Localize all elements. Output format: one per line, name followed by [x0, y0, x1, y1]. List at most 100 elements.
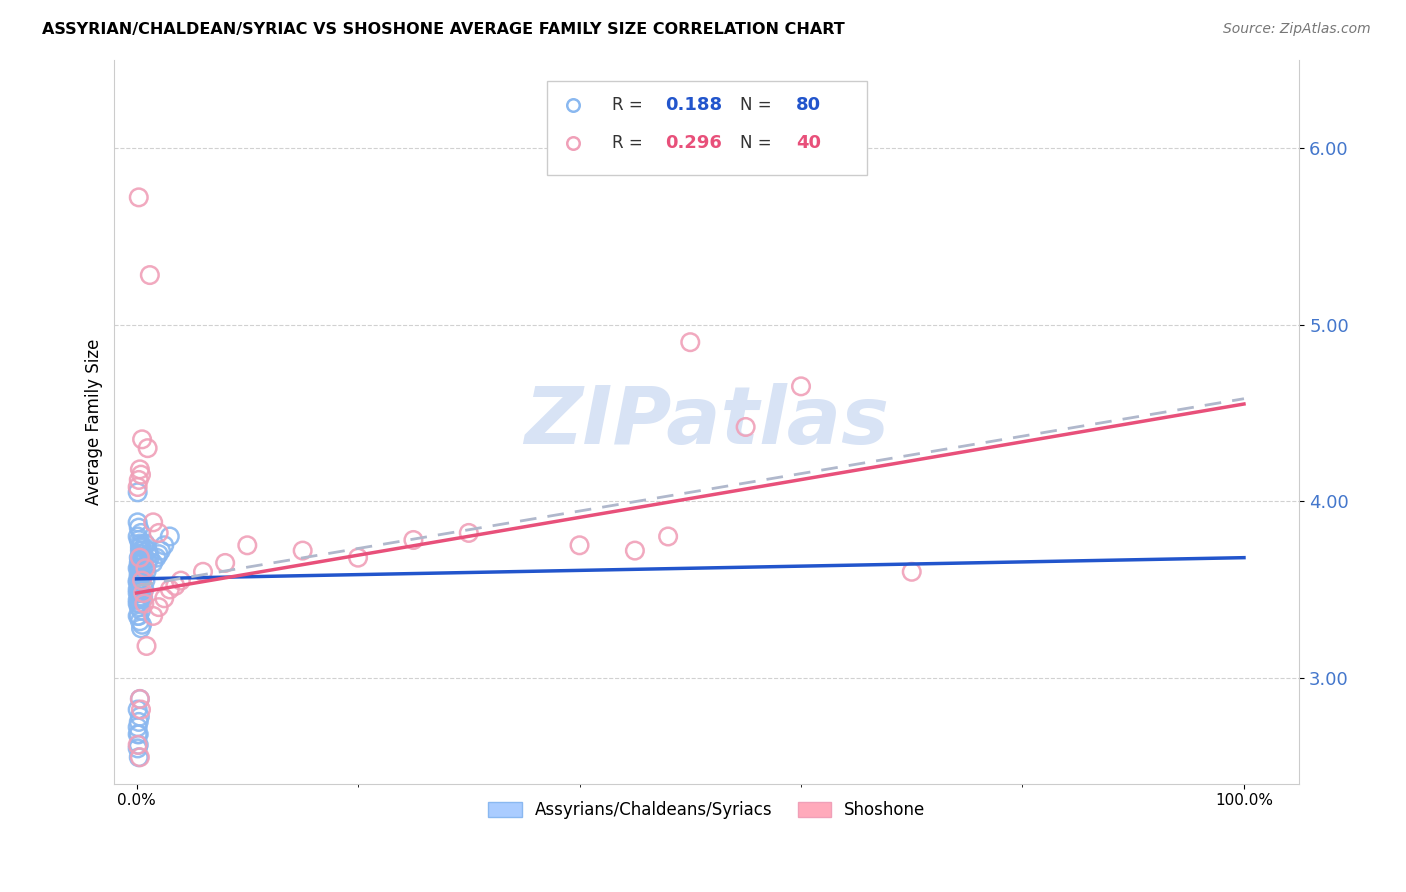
- Point: [134, 554, 156, 568]
- Point: [128, 579, 150, 593]
- Point: [139, 268, 162, 282]
- Point: [153, 538, 176, 552]
- Point: [129, 591, 152, 606]
- Point: [131, 565, 153, 579]
- Point: [128, 582, 150, 597]
- Point: [129, 547, 152, 561]
- Point: [159, 582, 181, 597]
- Text: 40: 40: [796, 134, 821, 152]
- Point: [214, 556, 236, 570]
- Point: [129, 550, 152, 565]
- Point: [128, 750, 150, 764]
- Text: 0.296: 0.296: [665, 134, 723, 152]
- Point: [402, 533, 425, 547]
- Point: [131, 568, 153, 582]
- Point: [624, 543, 647, 558]
- Point: [129, 525, 152, 540]
- Text: N =: N =: [740, 134, 778, 152]
- Point: [128, 521, 150, 535]
- Point: [128, 692, 150, 706]
- Point: [127, 582, 149, 597]
- Text: N =: N =: [740, 96, 778, 114]
- Legend: Assyrians/Chaldeans/Syriacs, Shoshone: Assyrians/Chaldeans/Syriacs, Shoshone: [482, 795, 932, 826]
- Point: [128, 591, 150, 606]
- Point: [134, 597, 156, 611]
- Point: [128, 565, 150, 579]
- Point: [191, 565, 214, 579]
- Point: [568, 538, 591, 552]
- Point: [127, 702, 149, 716]
- Y-axis label: Average Family Size: Average Family Size: [86, 338, 103, 505]
- Text: Source: ZipAtlas.com: Source: ZipAtlas.com: [1223, 22, 1371, 37]
- Point: [127, 586, 149, 600]
- Point: [128, 540, 150, 554]
- Point: [148, 525, 170, 540]
- Point: [145, 550, 167, 565]
- Point: [127, 593, 149, 607]
- Point: [128, 190, 150, 204]
- Point: [127, 561, 149, 575]
- Point: [128, 750, 150, 764]
- Point: [128, 565, 150, 579]
- Point: [138, 547, 160, 561]
- Point: [132, 561, 155, 575]
- Point: [291, 543, 314, 558]
- Point: [128, 565, 150, 579]
- Point: [128, 579, 150, 593]
- Point: [142, 609, 165, 624]
- Point: [127, 609, 149, 624]
- Point: [128, 533, 150, 547]
- Point: [129, 621, 152, 635]
- Point: [149, 543, 172, 558]
- Point: [129, 586, 152, 600]
- Point: [127, 727, 149, 741]
- Point: [128, 590, 150, 604]
- Point: [127, 574, 149, 588]
- Point: [128, 550, 150, 565]
- FancyBboxPatch shape: [547, 81, 868, 176]
- Point: [128, 554, 150, 568]
- Point: [153, 591, 176, 606]
- Point: [790, 379, 813, 393]
- Point: [131, 617, 153, 632]
- Point: [128, 568, 150, 582]
- Point: [134, 540, 156, 554]
- Point: [128, 574, 150, 588]
- Point: [128, 709, 150, 723]
- Point: [131, 543, 153, 558]
- Point: [347, 550, 370, 565]
- Point: [128, 597, 150, 611]
- Point: [128, 738, 150, 752]
- Point: [132, 550, 155, 565]
- Point: [128, 714, 150, 729]
- Point: [131, 433, 153, 447]
- Point: [142, 556, 165, 570]
- Point: [128, 565, 150, 579]
- Point: [128, 473, 150, 487]
- Point: [132, 591, 155, 606]
- Point: [134, 561, 156, 575]
- Point: [127, 529, 149, 543]
- Text: R =: R =: [612, 96, 648, 114]
- Point: [128, 568, 150, 582]
- Point: [136, 556, 159, 570]
- Point: [170, 574, 193, 588]
- Text: ZIPatlas: ZIPatlas: [524, 383, 890, 460]
- Point: [139, 550, 162, 565]
- Point: [128, 462, 150, 476]
- Point: [132, 586, 155, 600]
- Point: [128, 614, 150, 628]
- Point: [129, 702, 152, 716]
- Point: [136, 441, 159, 455]
- Point: [128, 600, 150, 615]
- Point: [128, 568, 150, 582]
- Point: [128, 582, 150, 597]
- Point: [148, 547, 170, 561]
- Point: [127, 741, 149, 756]
- Point: [136, 543, 159, 558]
- Point: [134, 536, 156, 550]
- Point: [127, 516, 149, 530]
- Point: [236, 538, 259, 552]
- Point: [128, 609, 150, 624]
- Point: [129, 604, 152, 618]
